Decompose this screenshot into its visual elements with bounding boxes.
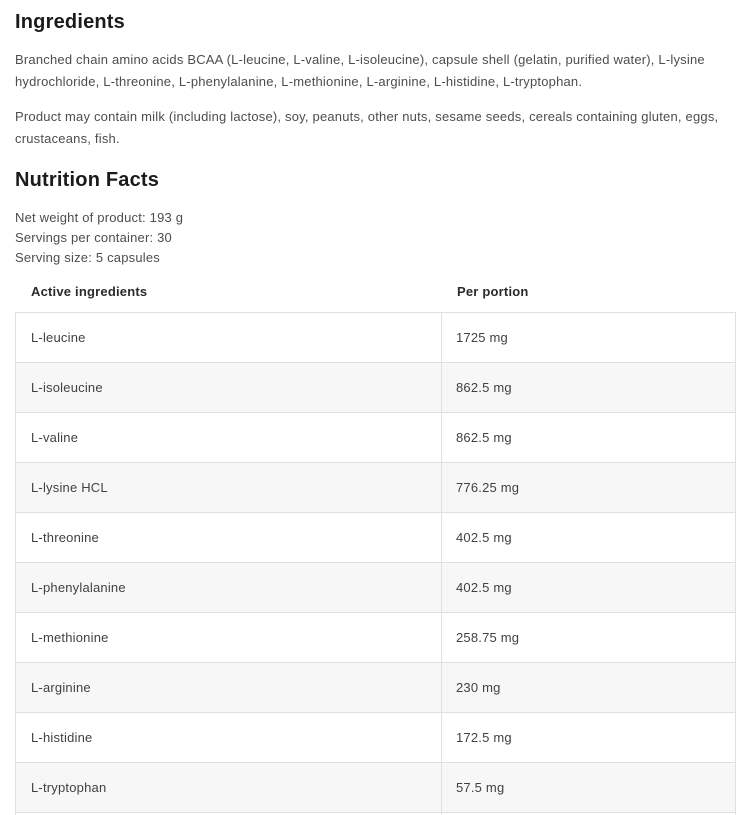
ingredients-composition-text: Branched chain amino acids BCAA (L-leuci…: [15, 52, 705, 89]
column-header-active-ingredients: Active ingredients: [31, 284, 148, 299]
table-row: L-leucine 1725 mg: [16, 313, 735, 363]
nutrition-facts-title: Nutrition Facts: [15, 169, 160, 191]
ingredient-name: L-lysine HCL: [16, 463, 442, 512]
ingredient-amount: 862.5 mg: [456, 380, 512, 395]
table-row: L-valine 862.5 mg: [16, 413, 735, 463]
ingredient-amount: 862.5 mg: [456, 430, 512, 445]
nutrition-table-header: Active ingredients Per portion: [15, 284, 737, 299]
ingredient-amount: 1725 mg: [456, 330, 508, 345]
servings-per-container-line: Servings per container: 30: [15, 230, 172, 245]
serving-info: Net weight of product: 193 g Servings pe…: [15, 208, 737, 268]
ingredient-name: L-isoleucine: [16, 363, 442, 412]
ingredient-name: L-tryptophan: [16, 763, 442, 812]
ingredient-amount: 258.75 mg: [456, 630, 520, 645]
partial-cell-name: [16, 813, 442, 815]
ingredient-amount: 402.5 mg: [456, 580, 512, 595]
ingredients-title: Ingredients: [15, 11, 125, 33]
ingredient-amount: 57.5 mg: [456, 780, 505, 795]
table-row: L-arginine 230 mg: [16, 663, 735, 713]
allergen-notice-text: Product may contain milk (including lact…: [15, 109, 719, 146]
table-row: L-methionine 258.75 mg: [16, 613, 735, 663]
ingredient-amount: 230 mg: [456, 680, 501, 695]
nutrition-table-body: L-leucine 1725 mg L-isoleucine 862.5 mg L-va…: [15, 312, 736, 813]
serving-size-line: Serving size: 5 capsules: [15, 250, 160, 265]
net-weight-line: Net weight of product: 193 g: [15, 210, 184, 225]
table-row: L-isoleucine 862.5 mg: [16, 363, 735, 413]
ingredient-amount: 172.5 mg: [456, 730, 512, 745]
ingredient-name: L-methionine: [16, 613, 442, 662]
ingredient-amount: 776.25 mg: [456, 480, 520, 495]
ingredient-name: L-histidine: [16, 713, 442, 762]
ingredient-name: L-phenylalanine: [16, 563, 442, 612]
table-row: L-histidine 172.5 mg: [16, 713, 735, 763]
table-row: L-tryptophan 57.5 mg: [16, 763, 735, 813]
ingredient-name: L-threonine: [16, 513, 442, 562]
table-row: L-lysine HCL 776.25 mg: [16, 463, 735, 513]
table-row-partial: [15, 813, 736, 815]
ingredient-name: L-leucine: [16, 313, 442, 362]
table-row: L-threonine 402.5 mg: [16, 513, 735, 563]
ingredient-name: L-arginine: [16, 663, 442, 712]
column-header-per-portion: Per portion: [457, 284, 529, 299]
table-row: L-phenylalanine 402.5 mg: [16, 563, 735, 613]
ingredient-name: L-valine: [16, 413, 442, 462]
ingredient-amount: 402.5 mg: [456, 530, 512, 545]
